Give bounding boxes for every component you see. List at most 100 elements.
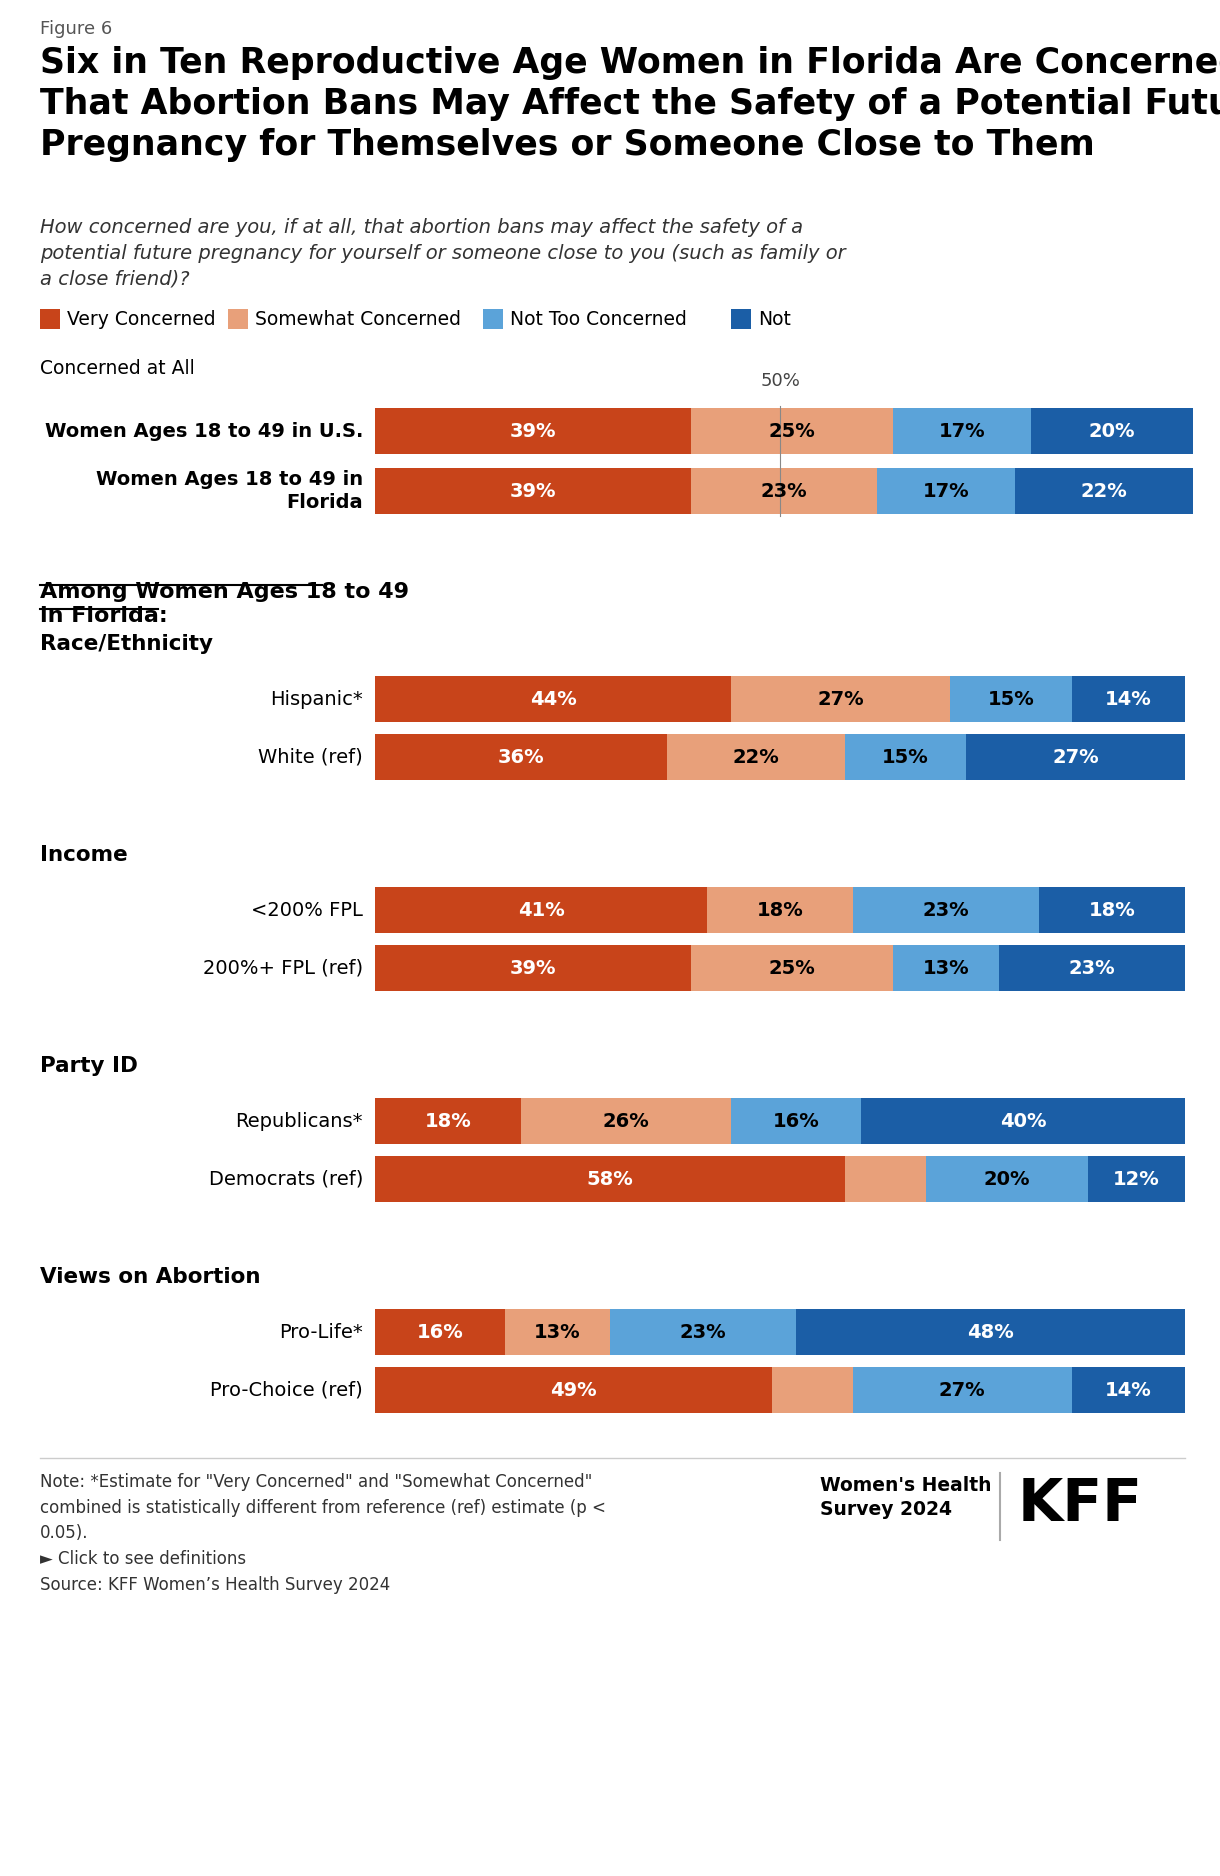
Text: 39%: 39% xyxy=(510,422,556,441)
Bar xyxy=(1088,1156,1185,1203)
Bar xyxy=(797,1309,1185,1354)
Bar xyxy=(375,1368,772,1413)
Text: 48%: 48% xyxy=(967,1323,1014,1341)
Bar xyxy=(521,1097,732,1144)
Bar xyxy=(853,887,1039,932)
Bar xyxy=(772,1368,853,1413)
Text: 15%: 15% xyxy=(882,747,928,767)
Bar xyxy=(893,407,1031,454)
Text: Concerned at All: Concerned at All xyxy=(40,358,195,377)
Text: Among Women Ages 18 to 49: Among Women Ages 18 to 49 xyxy=(40,582,409,602)
Bar xyxy=(505,1309,610,1354)
Bar xyxy=(844,734,966,780)
Text: Hispanic*: Hispanic* xyxy=(271,690,364,709)
Text: 49%: 49% xyxy=(550,1381,597,1399)
Text: 27%: 27% xyxy=(1053,747,1099,767)
Bar xyxy=(483,310,503,328)
Bar xyxy=(691,946,893,991)
Bar xyxy=(853,1368,1071,1413)
Bar xyxy=(375,734,666,780)
Text: 17%: 17% xyxy=(939,422,986,441)
Text: 25%: 25% xyxy=(769,422,815,441)
Bar xyxy=(375,467,691,514)
Bar xyxy=(708,887,853,932)
Bar xyxy=(228,310,248,328)
Bar xyxy=(40,310,60,328)
Bar xyxy=(375,887,708,932)
Bar xyxy=(1015,467,1193,514)
Text: 16%: 16% xyxy=(416,1323,464,1341)
Text: 12%: 12% xyxy=(1113,1169,1160,1189)
Text: Women Ages 18 to 49 in U.S.: Women Ages 18 to 49 in U.S. xyxy=(45,422,364,441)
Text: Note: *Estimate for "Very Concerned" and "Somewhat Concerned"
combined is statis: Note: *Estimate for "Very Concerned" and… xyxy=(40,1473,606,1595)
Bar xyxy=(731,310,752,328)
Text: 39%: 39% xyxy=(510,482,556,501)
Text: White (ref): White (ref) xyxy=(259,747,364,767)
Text: Very Concerned: Very Concerned xyxy=(67,310,216,328)
Text: 20%: 20% xyxy=(1089,422,1136,441)
Text: 22%: 22% xyxy=(732,747,780,767)
Text: 50%: 50% xyxy=(760,371,800,390)
Text: Pro-Choice (ref): Pro-Choice (ref) xyxy=(210,1381,364,1399)
Text: Views on Abortion: Views on Abortion xyxy=(40,1266,261,1287)
Bar xyxy=(375,946,691,991)
Text: 26%: 26% xyxy=(603,1111,649,1131)
Text: Women Ages 18 to 49 in
Florida: Women Ages 18 to 49 in Florida xyxy=(96,469,364,512)
Text: 23%: 23% xyxy=(922,900,970,919)
Bar xyxy=(861,1097,1185,1144)
Text: Income: Income xyxy=(40,844,128,865)
Bar xyxy=(1071,675,1185,722)
Bar xyxy=(375,675,732,722)
Text: 23%: 23% xyxy=(1069,959,1115,977)
Text: Pro-Life*: Pro-Life* xyxy=(279,1323,364,1341)
Text: Republicans*: Republicans* xyxy=(235,1111,364,1131)
Text: 14%: 14% xyxy=(1105,690,1152,709)
Bar xyxy=(691,407,893,454)
Text: 14%: 14% xyxy=(1105,1381,1152,1399)
Text: 13%: 13% xyxy=(534,1323,581,1341)
Bar xyxy=(877,467,1015,514)
Text: 40%: 40% xyxy=(999,1111,1047,1131)
Bar xyxy=(375,407,691,454)
Text: Six in Ten Reproductive Age Women in Florida Are Concerned
That Abortion Bans Ma: Six in Ten Reproductive Age Women in Flo… xyxy=(40,47,1220,161)
Text: Figure 6: Figure 6 xyxy=(40,21,112,38)
Text: 22%: 22% xyxy=(1081,482,1127,501)
Bar xyxy=(375,1156,844,1203)
Text: 41%: 41% xyxy=(517,900,565,919)
Bar xyxy=(966,734,1185,780)
Bar xyxy=(926,1156,1088,1203)
Text: 200%+ FPL (ref): 200%+ FPL (ref) xyxy=(203,959,364,977)
Text: Somewhat Concerned: Somewhat Concerned xyxy=(255,310,461,328)
Text: 20%: 20% xyxy=(983,1169,1030,1189)
Text: 18%: 18% xyxy=(756,900,804,919)
Text: 36%: 36% xyxy=(498,747,544,767)
Text: 15%: 15% xyxy=(987,690,1035,709)
Text: Democrats (ref): Democrats (ref) xyxy=(209,1169,364,1189)
Text: 23%: 23% xyxy=(761,482,808,501)
Text: 13%: 13% xyxy=(922,959,970,977)
Bar xyxy=(844,1156,926,1203)
Text: Race/Ethnicity: Race/Ethnicity xyxy=(40,634,214,655)
Bar xyxy=(666,734,844,780)
Text: in Florida:: in Florida: xyxy=(40,606,168,627)
Bar xyxy=(1031,407,1193,454)
Text: Women's Health
Survey 2024: Women's Health Survey 2024 xyxy=(820,1476,992,1520)
Text: 25%: 25% xyxy=(769,959,815,977)
Text: 27%: 27% xyxy=(817,690,864,709)
Bar xyxy=(999,946,1185,991)
Bar xyxy=(1071,1368,1185,1413)
Text: 16%: 16% xyxy=(772,1111,820,1131)
Bar xyxy=(691,467,877,514)
Bar xyxy=(1039,887,1185,932)
Bar xyxy=(893,946,999,991)
Text: 17%: 17% xyxy=(922,482,970,501)
Text: 44%: 44% xyxy=(529,690,577,709)
Text: Party ID: Party ID xyxy=(40,1056,138,1077)
Bar xyxy=(610,1309,797,1354)
Text: 27%: 27% xyxy=(939,1381,986,1399)
Text: <200% FPL: <200% FPL xyxy=(251,900,364,919)
Bar xyxy=(732,1097,861,1144)
Text: 58%: 58% xyxy=(587,1169,633,1189)
Text: 18%: 18% xyxy=(1088,900,1136,919)
Text: Not: Not xyxy=(758,310,791,328)
